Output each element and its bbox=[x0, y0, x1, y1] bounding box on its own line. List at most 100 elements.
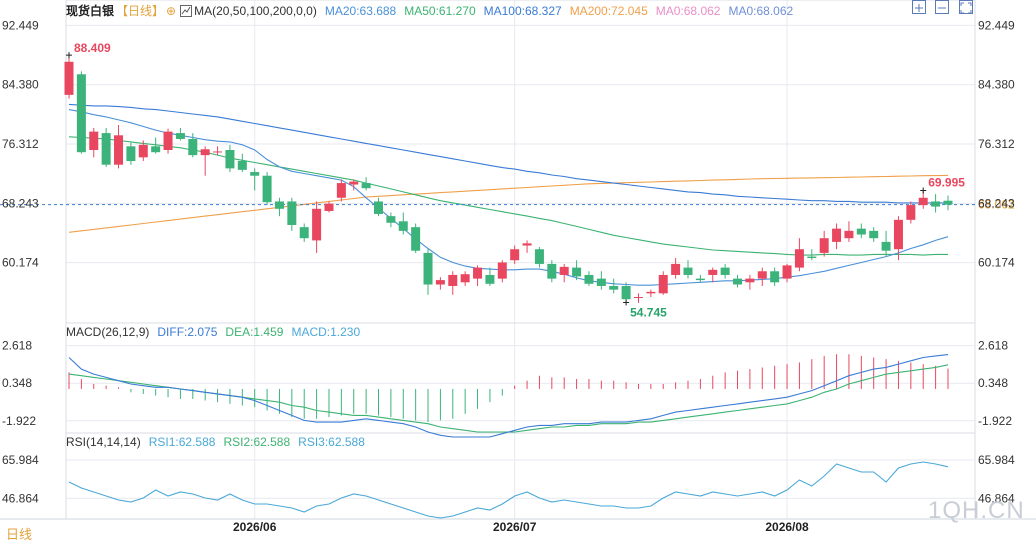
candle-body bbox=[794, 249, 804, 268]
macd-y-tick-left: 2.618 bbox=[2, 339, 32, 353]
y-tick-label-right: 76.312 bbox=[978, 137, 1015, 151]
candle-body bbox=[411, 227, 421, 251]
candle-body bbox=[435, 280, 445, 285]
candle-body bbox=[312, 208, 322, 241]
rsi-y-tick-left: 65.984 bbox=[2, 453, 39, 467]
rsi-header: RSI(14,14,14) RSI1:62.588 RSI2:62.588 RSI3… bbox=[66, 435, 365, 449]
macd-panel: 2.618 2.618 0.348 0.348 -1.922 -1.922 bbox=[2, 339, 1012, 438]
candle-body bbox=[683, 267, 693, 275]
candle-body bbox=[76, 74, 86, 153]
candle-body bbox=[485, 274, 495, 284]
candle-body bbox=[522, 243, 532, 246]
grid bbox=[66, 0, 975, 519]
candle-body bbox=[869, 230, 879, 239]
macd-y-tick-right: -1.922 bbox=[978, 414, 1012, 428]
candle-body bbox=[695, 278, 705, 281]
candle-body bbox=[460, 274, 470, 283]
candle-body bbox=[151, 146, 161, 153]
panel-frames bbox=[0, 0, 1036, 520]
high-marker bbox=[66, 52, 72, 59]
ma-label: MA(20,50,100,200,0,0) bbox=[194, 3, 317, 18]
ma-value-0: MA20:63.688 bbox=[324, 3, 397, 18]
macd-value-0: DIFF:2.075 bbox=[157, 325, 218, 339]
candle-body bbox=[274, 201, 284, 209]
y-tick-label-right: 84.380 bbox=[978, 78, 1015, 92]
ma-settings-icon[interactable] bbox=[180, 4, 193, 17]
macd-y-tick-left: -1.922 bbox=[2, 414, 36, 428]
macd-header: MACD(26,12,9) DIFF:2.075 DEA:1.459 MACD:1.… bbox=[66, 325, 360, 339]
rsi-y-tick-right: 65.984 bbox=[978, 453, 1015, 467]
candle-body bbox=[906, 205, 916, 220]
candle-body bbox=[931, 201, 941, 207]
candle-body bbox=[807, 256, 817, 259]
last-high-marker bbox=[920, 187, 927, 194]
period-label[interactable]: 【日线】 bbox=[116, 4, 165, 18]
candle-body bbox=[374, 201, 383, 214]
ma-value-1: MA50:61.270 bbox=[404, 3, 476, 18]
price-annotations: 88.409 54.745 69.995 68.062 bbox=[66, 41, 1018, 320]
candle-body bbox=[237, 161, 247, 170]
candle-body bbox=[138, 144, 148, 158]
x-tick-label: 2026/06 bbox=[233, 520, 277, 534]
instrument-title: 现货白银 bbox=[66, 4, 115, 18]
y-tick-label-left: 92.449 bbox=[2, 18, 39, 32]
ma-value-2: MA100:68.327 bbox=[483, 3, 562, 18]
period-tab[interactable]: 日线 bbox=[6, 527, 33, 542]
candle-body bbox=[114, 135, 124, 165]
add-indicator-icon[interactable]: ⊕ bbox=[166, 3, 177, 18]
macd-value-2: MACD:1.230 bbox=[291, 325, 361, 339]
candle-body bbox=[262, 175, 272, 203]
y-tick-label-right: 68.243 bbox=[978, 196, 1015, 210]
ma200-line bbox=[68, 174, 949, 233]
x-tick-label: 2026/07 bbox=[493, 520, 537, 534]
candle-body bbox=[633, 297, 643, 299]
zoom-in-icon[interactable] bbox=[912, 0, 926, 14]
macd-y-tick-right: 0.348 bbox=[978, 376, 1008, 390]
candle-body bbox=[250, 172, 260, 176]
candle-body bbox=[200, 149, 210, 156]
candle-body bbox=[671, 263, 681, 275]
ma-value-3: MA200:72.045 bbox=[569, 3, 648, 18]
candle-body bbox=[609, 285, 619, 290]
rsi-values: RSI1:62.588 RSI2:62.588 RSI3:62.588 bbox=[149, 435, 365, 449]
low-label: 54.745 bbox=[630, 306, 667, 320]
candle-body bbox=[473, 267, 483, 279]
candle-body bbox=[89, 131, 99, 150]
candle-body bbox=[534, 249, 544, 264]
candle-body bbox=[299, 227, 309, 239]
candle-body bbox=[336, 183, 346, 198]
candle-body bbox=[856, 228, 866, 235]
rsi-value-2: RSI3:62.588 bbox=[298, 435, 365, 449]
candle-body bbox=[361, 183, 371, 189]
candle-body bbox=[745, 278, 755, 283]
candle-body bbox=[881, 241, 891, 251]
candle-body bbox=[349, 181, 359, 185]
candle-body bbox=[893, 219, 903, 250]
candle-body bbox=[782, 265, 792, 279]
candle-body bbox=[559, 266, 569, 275]
candle-body bbox=[175, 133, 185, 139]
candle-body bbox=[918, 197, 928, 206]
y-axis-labels: 92.449 92.449 84.380 84.380 76.312 76.312 68.2… bbox=[2, 18, 1015, 269]
last-high-label: 69.995 bbox=[928, 175, 965, 189]
candles bbox=[64, 55, 953, 303]
candle-body bbox=[225, 149, 235, 169]
y-tick-label-left: 76.312 bbox=[2, 137, 39, 151]
high-label: 88.409 bbox=[74, 41, 111, 55]
fullscreen-icon[interactable] bbox=[959, 0, 973, 14]
y-tick-label-right: 92.449 bbox=[978, 18, 1015, 32]
diff-line bbox=[68, 354, 949, 438]
candle-body bbox=[213, 151, 223, 153]
rsi-y-tick-left: 46.864 bbox=[2, 491, 39, 505]
zoom-out-icon[interactable] bbox=[935, 0, 949, 14]
candle-body bbox=[64, 61, 74, 95]
candle-body bbox=[572, 267, 582, 277]
candle-body bbox=[646, 291, 656, 294]
candle-body bbox=[733, 278, 743, 285]
rsi-label: RSI(14,14,14) bbox=[66, 435, 141, 449]
rsi-panel: 65.984 65.984 46.864 46.864 bbox=[2, 453, 1015, 519]
last-price-label: 68.062 bbox=[978, 198, 1015, 212]
candle-body bbox=[708, 269, 718, 275]
y-tick-label-left: 84.380 bbox=[2, 78, 39, 92]
